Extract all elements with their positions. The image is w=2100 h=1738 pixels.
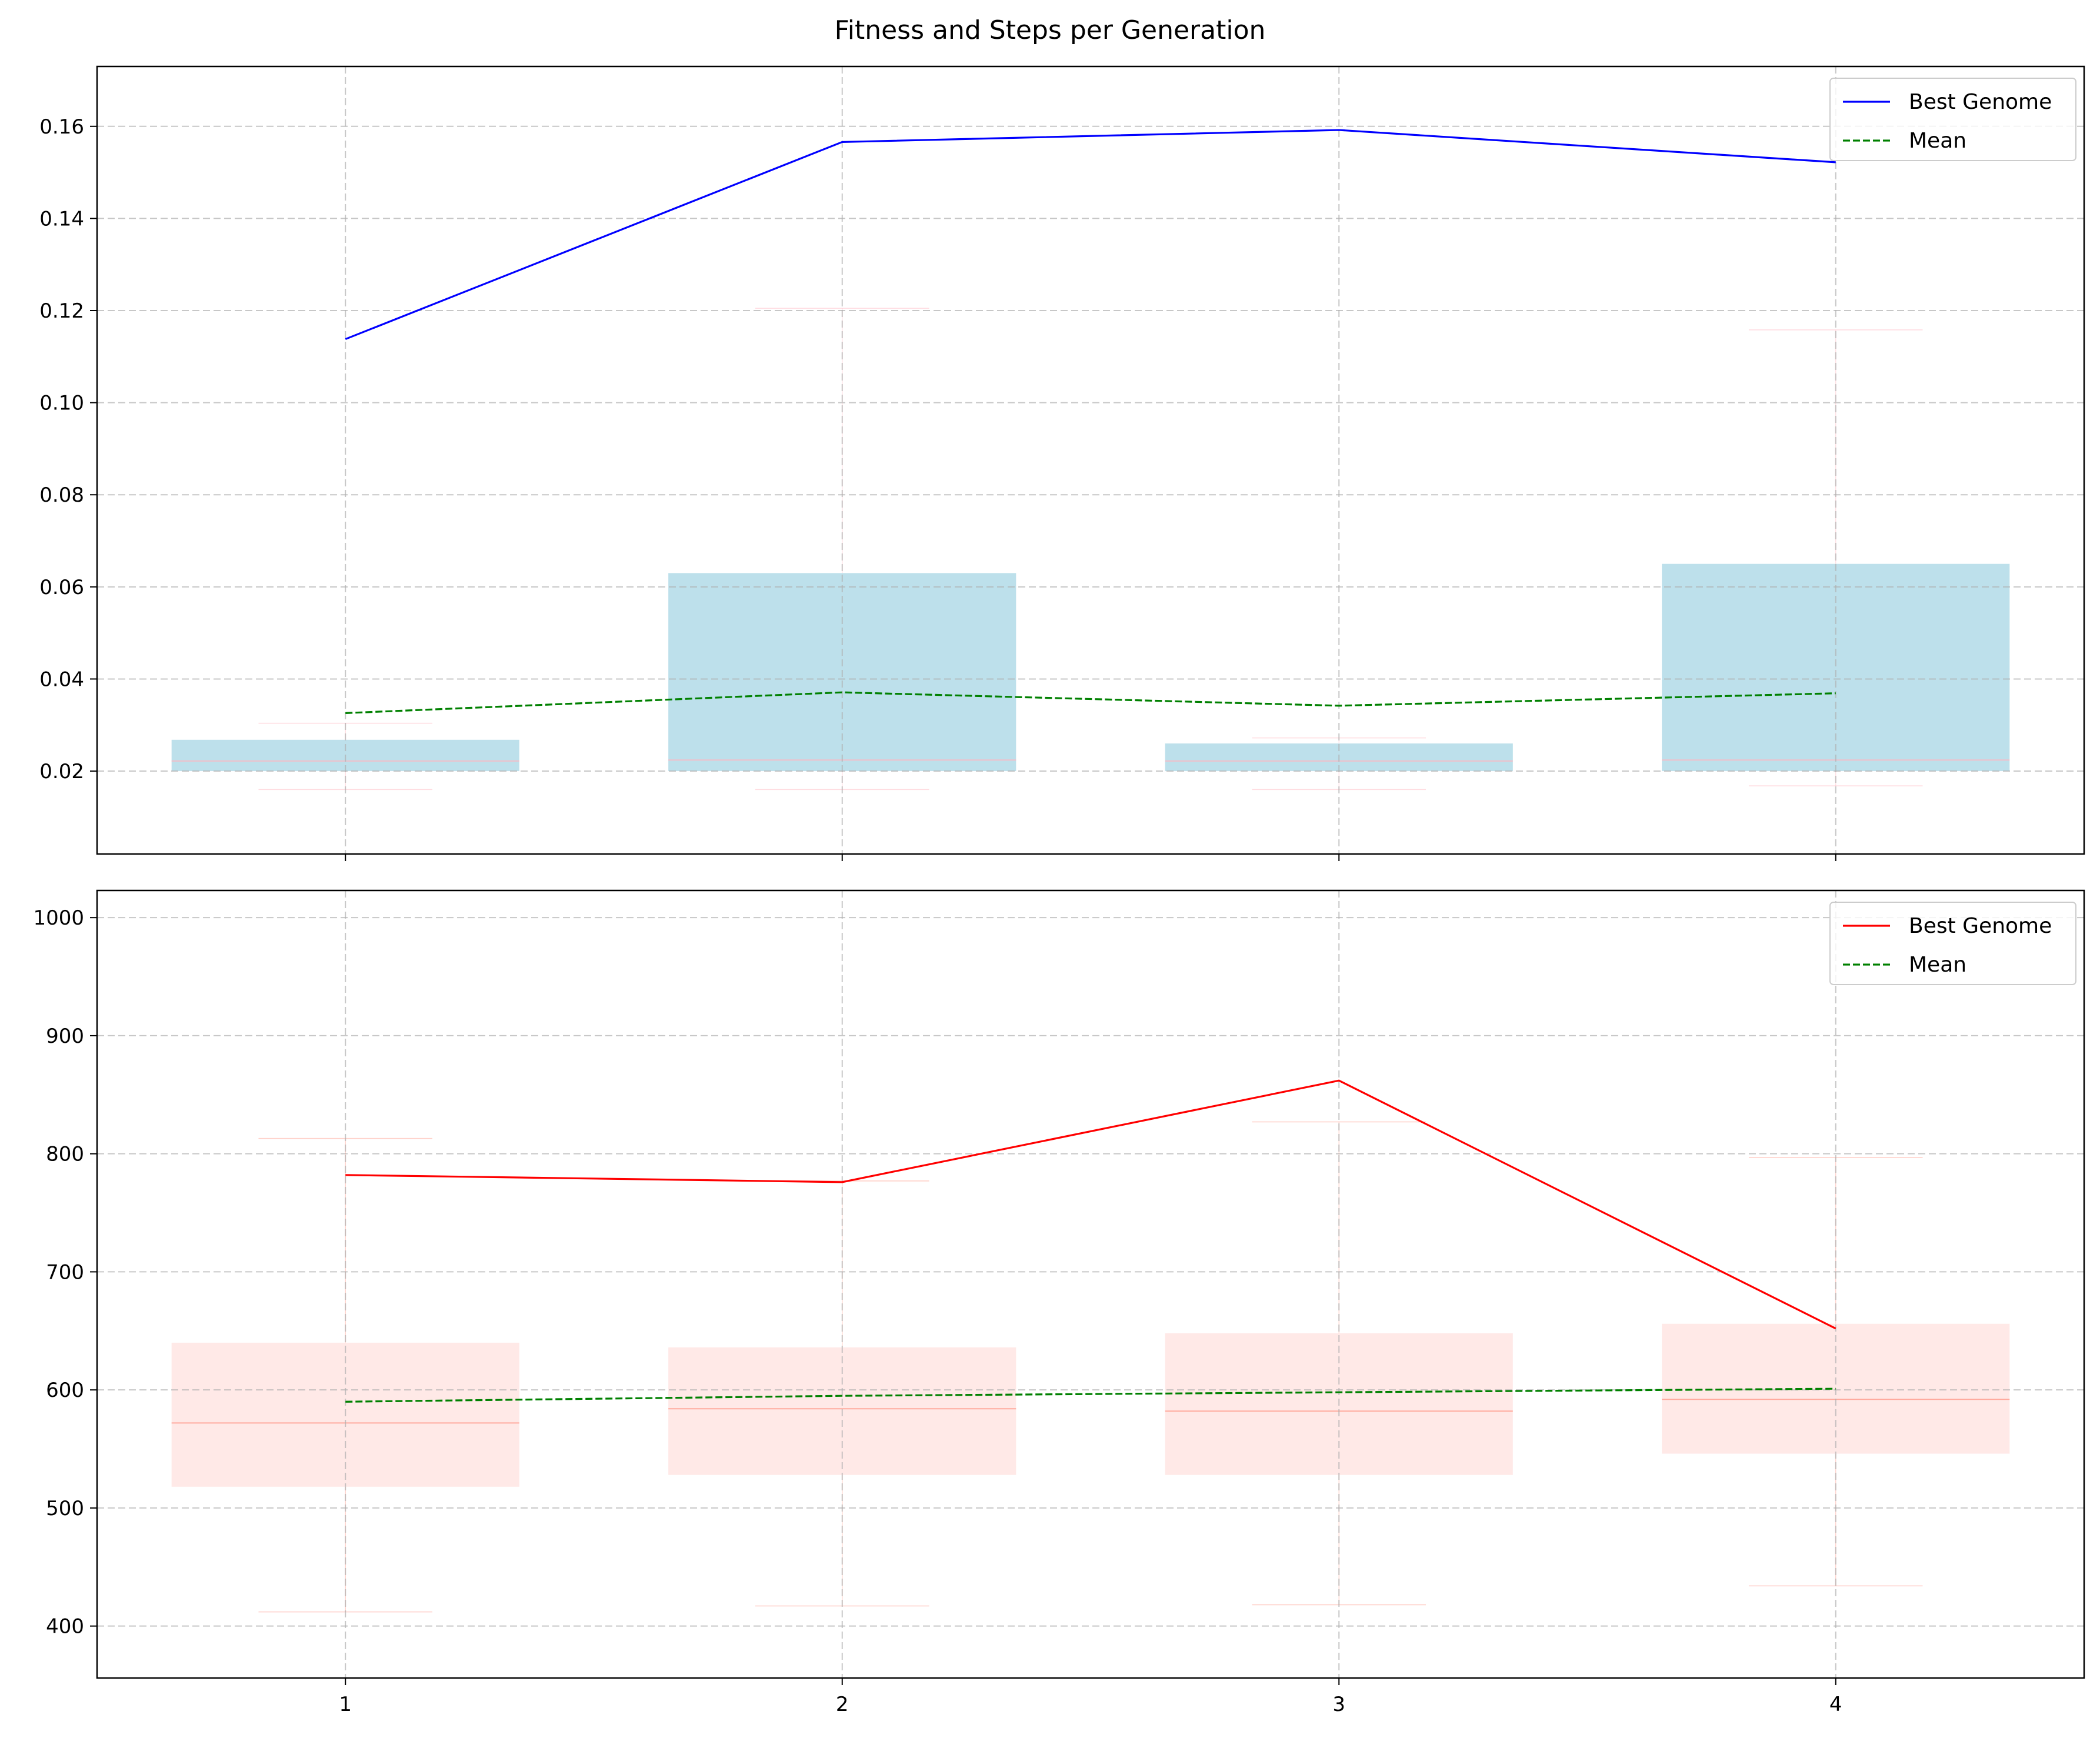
y-tick-label: 0.14 (39, 207, 84, 231)
figure-title: Fitness and Steps per Generation (835, 15, 1266, 45)
axes-frame (96, 65, 2085, 855)
series-line-best-genome (345, 1079, 1836, 1330)
y-tick-label: 700 (46, 1260, 84, 1284)
series-line-mean (345, 1387, 1836, 1403)
x-tick-label: 1 (339, 1693, 352, 1716)
legend-box (1829, 78, 2076, 161)
legend: Best Genome Mean (1829, 78, 2076, 161)
legend-label: Mean (1909, 953, 1966, 977)
y-tick-label: 800 (46, 1143, 84, 1166)
y-tick-label: 900 (46, 1025, 84, 1048)
axes-frame (96, 889, 2085, 1679)
y-tick-label: 0.02 (39, 760, 84, 783)
x-tick-label: 2 (836, 1693, 849, 1716)
plot-area (97, 66, 2084, 854)
steps-panel: 400 500 600 700 800 900 1000 1 2 3 4 Best Genome Mea… (33, 889, 2085, 1716)
y-tick-label: 0.16 (39, 115, 84, 139)
y-tick-label: 1000 (33, 906, 84, 930)
y-tick-label: 0.12 (39, 299, 84, 323)
y-tick-label: 600 (46, 1379, 84, 1402)
legend: Best Genome Mean (1829, 902, 2076, 985)
legend-label: Best Genome (1909, 914, 2052, 938)
legend-label: Best Genome (1909, 90, 2052, 114)
legend-box (1829, 902, 2076, 985)
y-tick-label: 500 (46, 1497, 84, 1520)
y-tick-label: 0.10 (39, 392, 84, 415)
x-tick-label: 3 (1332, 1693, 1345, 1716)
y-tick-label: 0.06 (39, 576, 84, 599)
fitness-panel: 0.02 0.04 0.06 0.08 0.10 0.12 0.14 0.16 Best Gen… (39, 65, 2085, 861)
legend-label: Mean (1909, 129, 1966, 153)
plot-area (97, 890, 2084, 1678)
series-line-mean (345, 691, 1836, 714)
x-tick-label: 4 (1829, 1693, 1842, 1716)
y-tick-label: 0.08 (39, 483, 84, 507)
series-line-best-genome (345, 129, 1836, 341)
y-tick-label: 0.04 (39, 668, 84, 691)
y-tick-label: 400 (46, 1615, 84, 1639)
